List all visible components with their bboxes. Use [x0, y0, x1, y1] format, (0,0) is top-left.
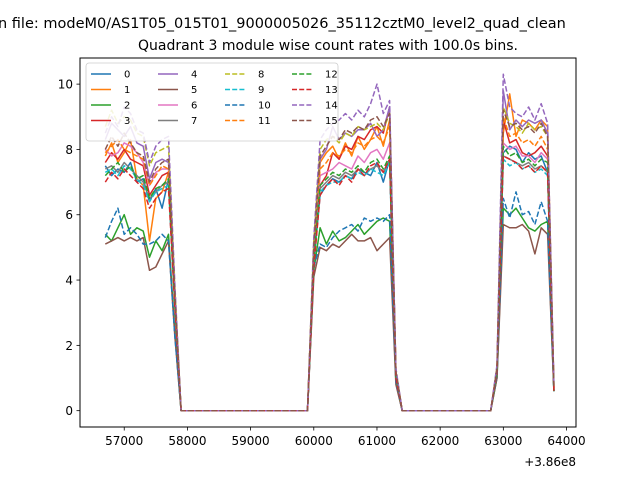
chart-title: Quadrant 3 module wise count rates with … — [138, 38, 518, 54]
legend-label-0: 0 — [124, 70, 130, 81]
legend-label-13: 13 — [325, 85, 338, 96]
series-line-2 — [104, 207, 555, 412]
series-line-15 — [104, 109, 555, 412]
x-tick-label-0: 57000 — [105, 434, 143, 448]
series-line-4 — [104, 89, 555, 412]
legend-label-9: 9 — [258, 85, 264, 96]
legend-label-4: 4 — [191, 70, 197, 81]
legend-label-1: 1 — [124, 85, 130, 96]
legend-label-12: 12 — [325, 70, 338, 81]
y-tick-label-4: 8 — [65, 143, 73, 157]
series-line-1 — [104, 93, 555, 412]
series-line-5 — [104, 223, 555, 412]
x-tick-label-5: 62000 — [421, 434, 459, 448]
series-line-3 — [104, 106, 555, 412]
legend-label-10: 10 — [258, 101, 271, 112]
legend-label-6: 6 — [191, 101, 197, 112]
x-offset-label: +3.86e8 — [524, 455, 576, 469]
series-line-12 — [104, 145, 555, 412]
y-tick-label-3: 6 — [65, 208, 73, 222]
legend-label-7: 7 — [191, 116, 197, 127]
y-tick-label-0: 0 — [65, 404, 73, 418]
legend-label-2: 2 — [124, 101, 130, 112]
series-line-10 — [104, 191, 555, 412]
series-line-9 — [104, 158, 555, 412]
x-tick-label-3: 60000 — [295, 434, 333, 448]
y-tick-label-2: 4 — [65, 274, 73, 288]
series-line-14 — [104, 73, 555, 412]
y-tick-label-1: 2 — [65, 339, 73, 353]
legend-label-5: 5 — [191, 85, 197, 96]
legend-box — [85, 62, 339, 142]
legend-label-11: 11 — [258, 116, 271, 127]
legend-label-15: 15 — [325, 116, 338, 127]
x-tick-label-2: 59000 — [232, 434, 270, 448]
x-tick-label-7: 64000 — [547, 434, 585, 448]
legend-label-8: 8 — [258, 70, 264, 81]
plot-lines — [104, 73, 555, 412]
series-line-7 — [104, 155, 555, 412]
legend-label-3: 3 — [124, 116, 130, 127]
x-axis: 57000 58000 59000 60000 61000 62000 63000 64000 — [105, 427, 586, 448]
series-line-13 — [104, 155, 555, 412]
x-tick-label-6: 63000 — [484, 434, 522, 448]
y-axis: 0 2 4 6 8 10 — [58, 78, 80, 418]
y-tick-label-5: 10 — [58, 78, 73, 92]
series-line-6 — [104, 142, 555, 412]
x-tick-label-1: 58000 — [168, 434, 206, 448]
plot-frame — [79, 57, 577, 428]
figure-suptitle: n file: modeM0/AS1T05_015T01_9000005026_… — [0, 16, 566, 32]
x-tick-label-4: 61000 — [358, 434, 396, 448]
legend-label-14: 14 — [325, 101, 338, 112]
